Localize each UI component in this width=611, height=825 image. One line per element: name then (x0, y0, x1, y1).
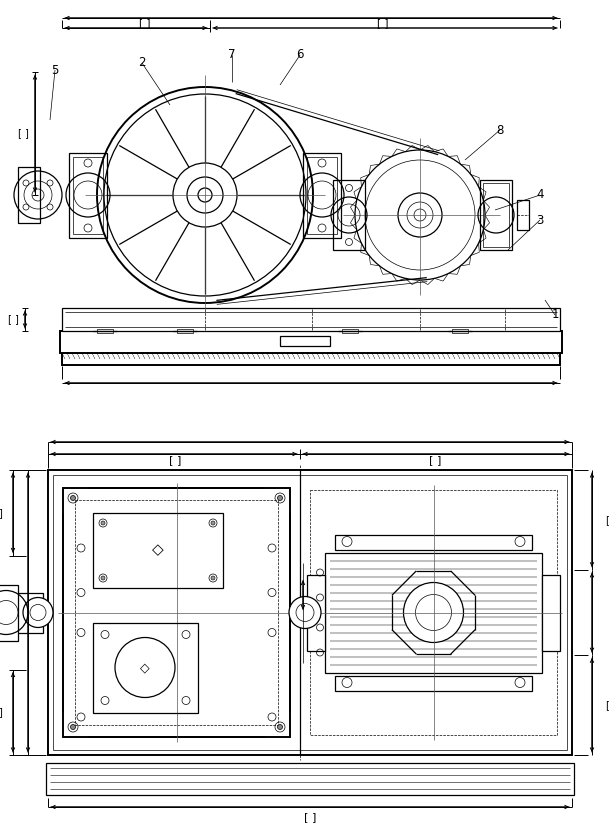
Bar (517, 200, 529, 230)
Bar (280, 336, 330, 346)
Text: 5: 5 (51, 64, 59, 77)
Circle shape (101, 576, 105, 580)
Text: [ ]: [ ] (7, 314, 18, 324)
Bar (97, 329, 113, 333)
Text: ◇: ◇ (140, 661, 150, 674)
Bar (75, 500, 278, 725)
Bar (0, 584, 18, 640)
Text: 4: 4 (536, 188, 544, 201)
Bar (310, 490, 557, 735)
Circle shape (403, 582, 464, 643)
Bar (177, 329, 193, 333)
Bar (69, 153, 107, 238)
Text: 3: 3 (536, 214, 544, 227)
Bar (307, 157, 337, 234)
Text: [ ]: [ ] (304, 812, 316, 822)
Text: [ ]: [ ] (429, 455, 441, 465)
Bar (342, 329, 358, 333)
Circle shape (70, 496, 76, 501)
Text: [ ]: [ ] (377, 18, 389, 28)
Text: 6: 6 (296, 49, 304, 62)
Circle shape (289, 596, 321, 629)
Bar (303, 153, 341, 238)
Text: [ ]: [ ] (606, 700, 611, 710)
Bar (73, 157, 103, 234)
Text: ◇: ◇ (152, 543, 164, 558)
Text: [ ]: [ ] (18, 128, 29, 138)
Bar (60, 331, 562, 353)
Text: [ ]: [ ] (0, 507, 3, 518)
Bar (307, 574, 325, 650)
Circle shape (23, 597, 53, 628)
Bar (333, 180, 365, 250)
Text: 2: 2 (138, 56, 146, 69)
Text: 7: 7 (229, 49, 236, 62)
Bar (542, 574, 560, 650)
Circle shape (70, 724, 76, 729)
Text: [ ]: [ ] (0, 707, 3, 717)
Bar (335, 535, 532, 549)
Circle shape (414, 209, 426, 221)
Bar (483, 183, 509, 247)
Text: 1: 1 (551, 309, 558, 322)
Bar (62, 353, 560, 365)
Circle shape (101, 521, 105, 525)
Text: 8: 8 (496, 124, 503, 136)
Bar (452, 329, 468, 333)
Circle shape (277, 724, 282, 729)
Text: [ ]: [ ] (139, 18, 151, 28)
Bar (335, 676, 532, 691)
Bar (18, 167, 40, 223)
Circle shape (211, 576, 215, 580)
Bar (48, 470, 572, 755)
Circle shape (198, 188, 212, 202)
Bar (63, 488, 290, 737)
Bar (93, 513, 223, 588)
Text: [ ]: [ ] (169, 455, 181, 465)
Bar (62, 308, 560, 331)
Bar (480, 180, 512, 250)
Bar (46, 763, 574, 795)
Bar (325, 553, 542, 672)
Circle shape (277, 496, 282, 501)
Bar (93, 623, 198, 713)
Text: [ ]: [ ] (606, 515, 611, 525)
Circle shape (211, 521, 215, 525)
Bar (13, 592, 43, 633)
